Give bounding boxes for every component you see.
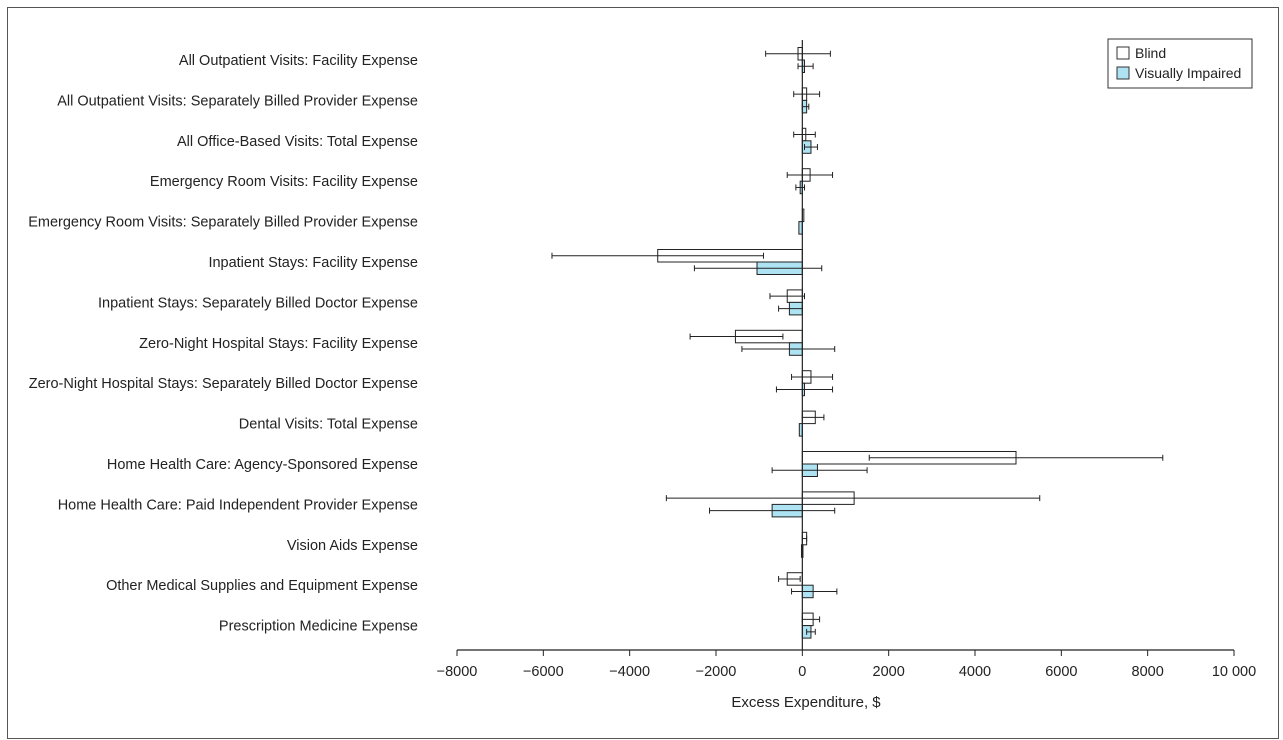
x-tick-label: −6000 <box>523 664 564 680</box>
error-bar-blind <box>778 575 801 582</box>
category-label: All Outpatient Visits: Separately Billed… <box>57 93 418 109</box>
category-label: Inpatient Stays: Separately Billed Docto… <box>98 295 418 311</box>
error-bar-blind <box>665 495 1041 502</box>
category-label: Zero-Night Hospital Stays: Separately Bi… <box>29 376 418 392</box>
category-label: All Outpatient Visits: Facility Expense <box>179 53 418 69</box>
error-bar-visually-impaired <box>806 628 816 635</box>
category-label: Inpatient Stays: Facility Expense <box>208 255 418 271</box>
error-bar-blind <box>769 293 805 300</box>
x-tick-label: 10 000 <box>1212 664 1256 680</box>
figure-frame <box>7 7 1279 739</box>
category-label: Prescription Medicine Expense <box>219 619 418 635</box>
error-bar-visually-impaired <box>709 507 836 514</box>
error-bar-blind <box>793 131 816 138</box>
x-tick-label: 6000 <box>1045 664 1077 680</box>
error-bar-blind <box>765 50 831 57</box>
legend-box <box>1107 38 1253 89</box>
category-label: Other Medical Supplies and Equipment Exp… <box>106 578 418 594</box>
x-tick-label: −2000 <box>696 664 737 680</box>
error-bar-blind <box>551 252 764 259</box>
error-bar-visually-impaired <box>803 144 818 151</box>
x-tick-label: 8000 <box>1132 664 1164 680</box>
legend-label-blind: Blind <box>1135 45 1166 61</box>
x-tick-label: 0 <box>798 664 806 680</box>
category-label: Zero-Night Hospital Stays: Facility Expe… <box>139 336 418 352</box>
legend-swatch-visually-impaired <box>1116 66 1130 80</box>
category-label: Emergency Room Visits: Separately Billed… <box>28 215 418 231</box>
category-label: Dental Visits: Total Expense <box>239 417 418 433</box>
category-label: Home Health Care: Paid Independent Provi… <box>58 497 418 513</box>
category-label: Home Health Care: Agency-Sponsored Expen… <box>107 457 418 473</box>
x-tick-label: 2000 <box>873 664 905 680</box>
error-bar-visually-impaired <box>797 63 814 70</box>
x-tick-label: 4000 <box>959 664 991 680</box>
legend: Blind Visually Impaired <box>1107 38 1253 89</box>
error-bar-visually-impaired <box>795 184 805 191</box>
axes-layer <box>456 40 1235 656</box>
bars-layer <box>551 47 1164 639</box>
error-bar-visually-impaired <box>771 467 868 474</box>
error-bar-blind <box>793 91 821 98</box>
labels-layer: All Outpatient Visits: Facility Expense A… <box>28 53 1256 680</box>
legend-swatch-blind <box>1116 46 1130 60</box>
error-bar-blind <box>786 171 834 178</box>
error-bar-blind <box>689 333 784 340</box>
category-label: All Office-Based Visits: Total Expense <box>177 134 418 150</box>
category-label: Emergency Room Visits: Facility Expense <box>150 174 418 190</box>
error-bar-visually-impaired <box>775 386 834 393</box>
error-bar-blind <box>868 454 1164 461</box>
legend-label-visually-impaired: Visually Impaired <box>1135 65 1241 81</box>
x-axis-title: Excess Expenditure, $ <box>731 694 881 711</box>
error-bar-visually-impaired <box>693 265 823 272</box>
error-bar-visually-impaired <box>741 346 836 353</box>
x-tick-label: −4000 <box>609 664 650 680</box>
category-label: Vision Aids Expense <box>287 538 418 554</box>
x-tick-label: −8000 <box>437 664 478 680</box>
error-bar-blind <box>791 373 834 380</box>
error-bar-visually-impaired <box>791 588 838 595</box>
